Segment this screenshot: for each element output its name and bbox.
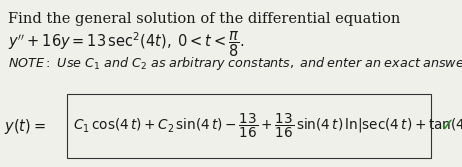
Text: $C_1\,\cos(4\,t) + C_2\,\sin(4\,t) - \dfrac{13}{16} + \dfrac{13}{16}\,\sin(4\,t): $C_1\,\cos(4\,t) + C_2\,\sin(4\,t) - \df… [73, 112, 462, 140]
Text: $\it{NOTE:}$ $\it{Use}$ $\it{C_1}$ $\it{and}$ $\it{C_2}$ $\it{as\; arbitrary\; c: $\it{NOTE:}$ $\it{Use}$ $\it{C_1}$ $\it{… [8, 55, 462, 72]
Text: ✓: ✓ [439, 117, 455, 135]
Text: $y'' + 16y = 13\,\mathrm{sec}^2(4t),\; 0 < t < \dfrac{\pi}{8}.$: $y'' + 16y = 13\,\mathrm{sec}^2(4t),\; 0… [8, 29, 245, 59]
Text: Find the general solution of the differential equation: Find the general solution of the differe… [8, 12, 401, 26]
FancyBboxPatch shape [67, 94, 431, 158]
Text: $y(t) =$: $y(t) =$ [4, 117, 46, 135]
